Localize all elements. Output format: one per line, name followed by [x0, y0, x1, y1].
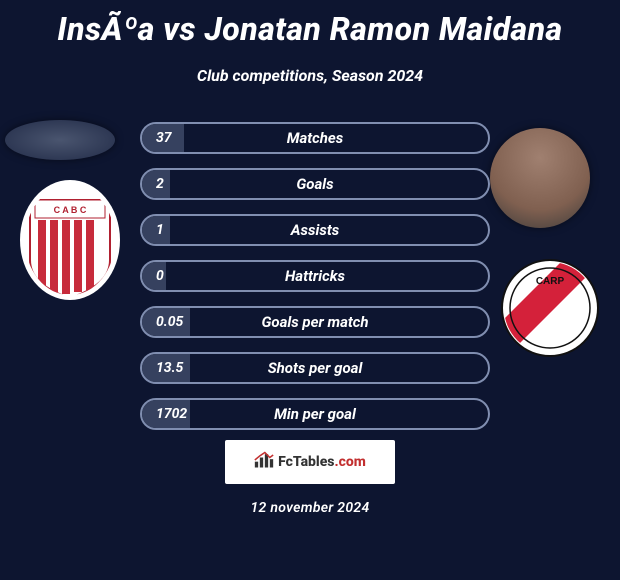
stats-block: 37Matches 2Goals 1Assists 0Hattricks 0.05Goa… — [140, 122, 490, 444]
stat-label: Assists — [142, 216, 488, 244]
brand-tld: .com — [334, 454, 365, 470]
club-crest-left: C A B C — [20, 180, 120, 300]
stat-row: 1702Min per goal — [140, 398, 490, 430]
stat-row: 37Matches — [140, 122, 490, 154]
date-label: 12 november 2024 — [250, 500, 369, 516]
subtitle: Club competitions, Season 2024 — [0, 66, 620, 85]
page-title: InsÃºa vs Jonatan Ramon Maidana — [0, 0, 620, 48]
stat-row: 0.05Goals per match — [140, 306, 490, 338]
club-crest-right: CARP — [500, 258, 600, 358]
stat-label: Goals — [142, 170, 488, 198]
stat-label: Hattricks — [142, 262, 488, 290]
svg-text:C A B C: C A B C — [54, 205, 87, 215]
svg-text:CARP: CARP — [536, 276, 565, 287]
player-left-avatar — [5, 120, 115, 160]
stat-label: Matches — [142, 124, 488, 152]
stat-row: 0Hattricks — [140, 260, 490, 292]
stat-label: Goals per match — [142, 308, 488, 336]
stat-label: Min per goal — [142, 400, 488, 428]
stat-row: 13.5Shots per goal — [140, 352, 490, 384]
brand-text: FcTables.com — [278, 454, 366, 470]
player-right-avatar — [490, 128, 590, 228]
bar-chart-icon — [254, 451, 274, 473]
stat-row: 2Goals — [140, 168, 490, 200]
stat-row: 1Assists — [140, 214, 490, 246]
brand-badge: FcTables.com — [225, 440, 395, 484]
stat-label: Shots per goal — [142, 354, 488, 382]
brand-name: FcTables — [278, 454, 334, 470]
